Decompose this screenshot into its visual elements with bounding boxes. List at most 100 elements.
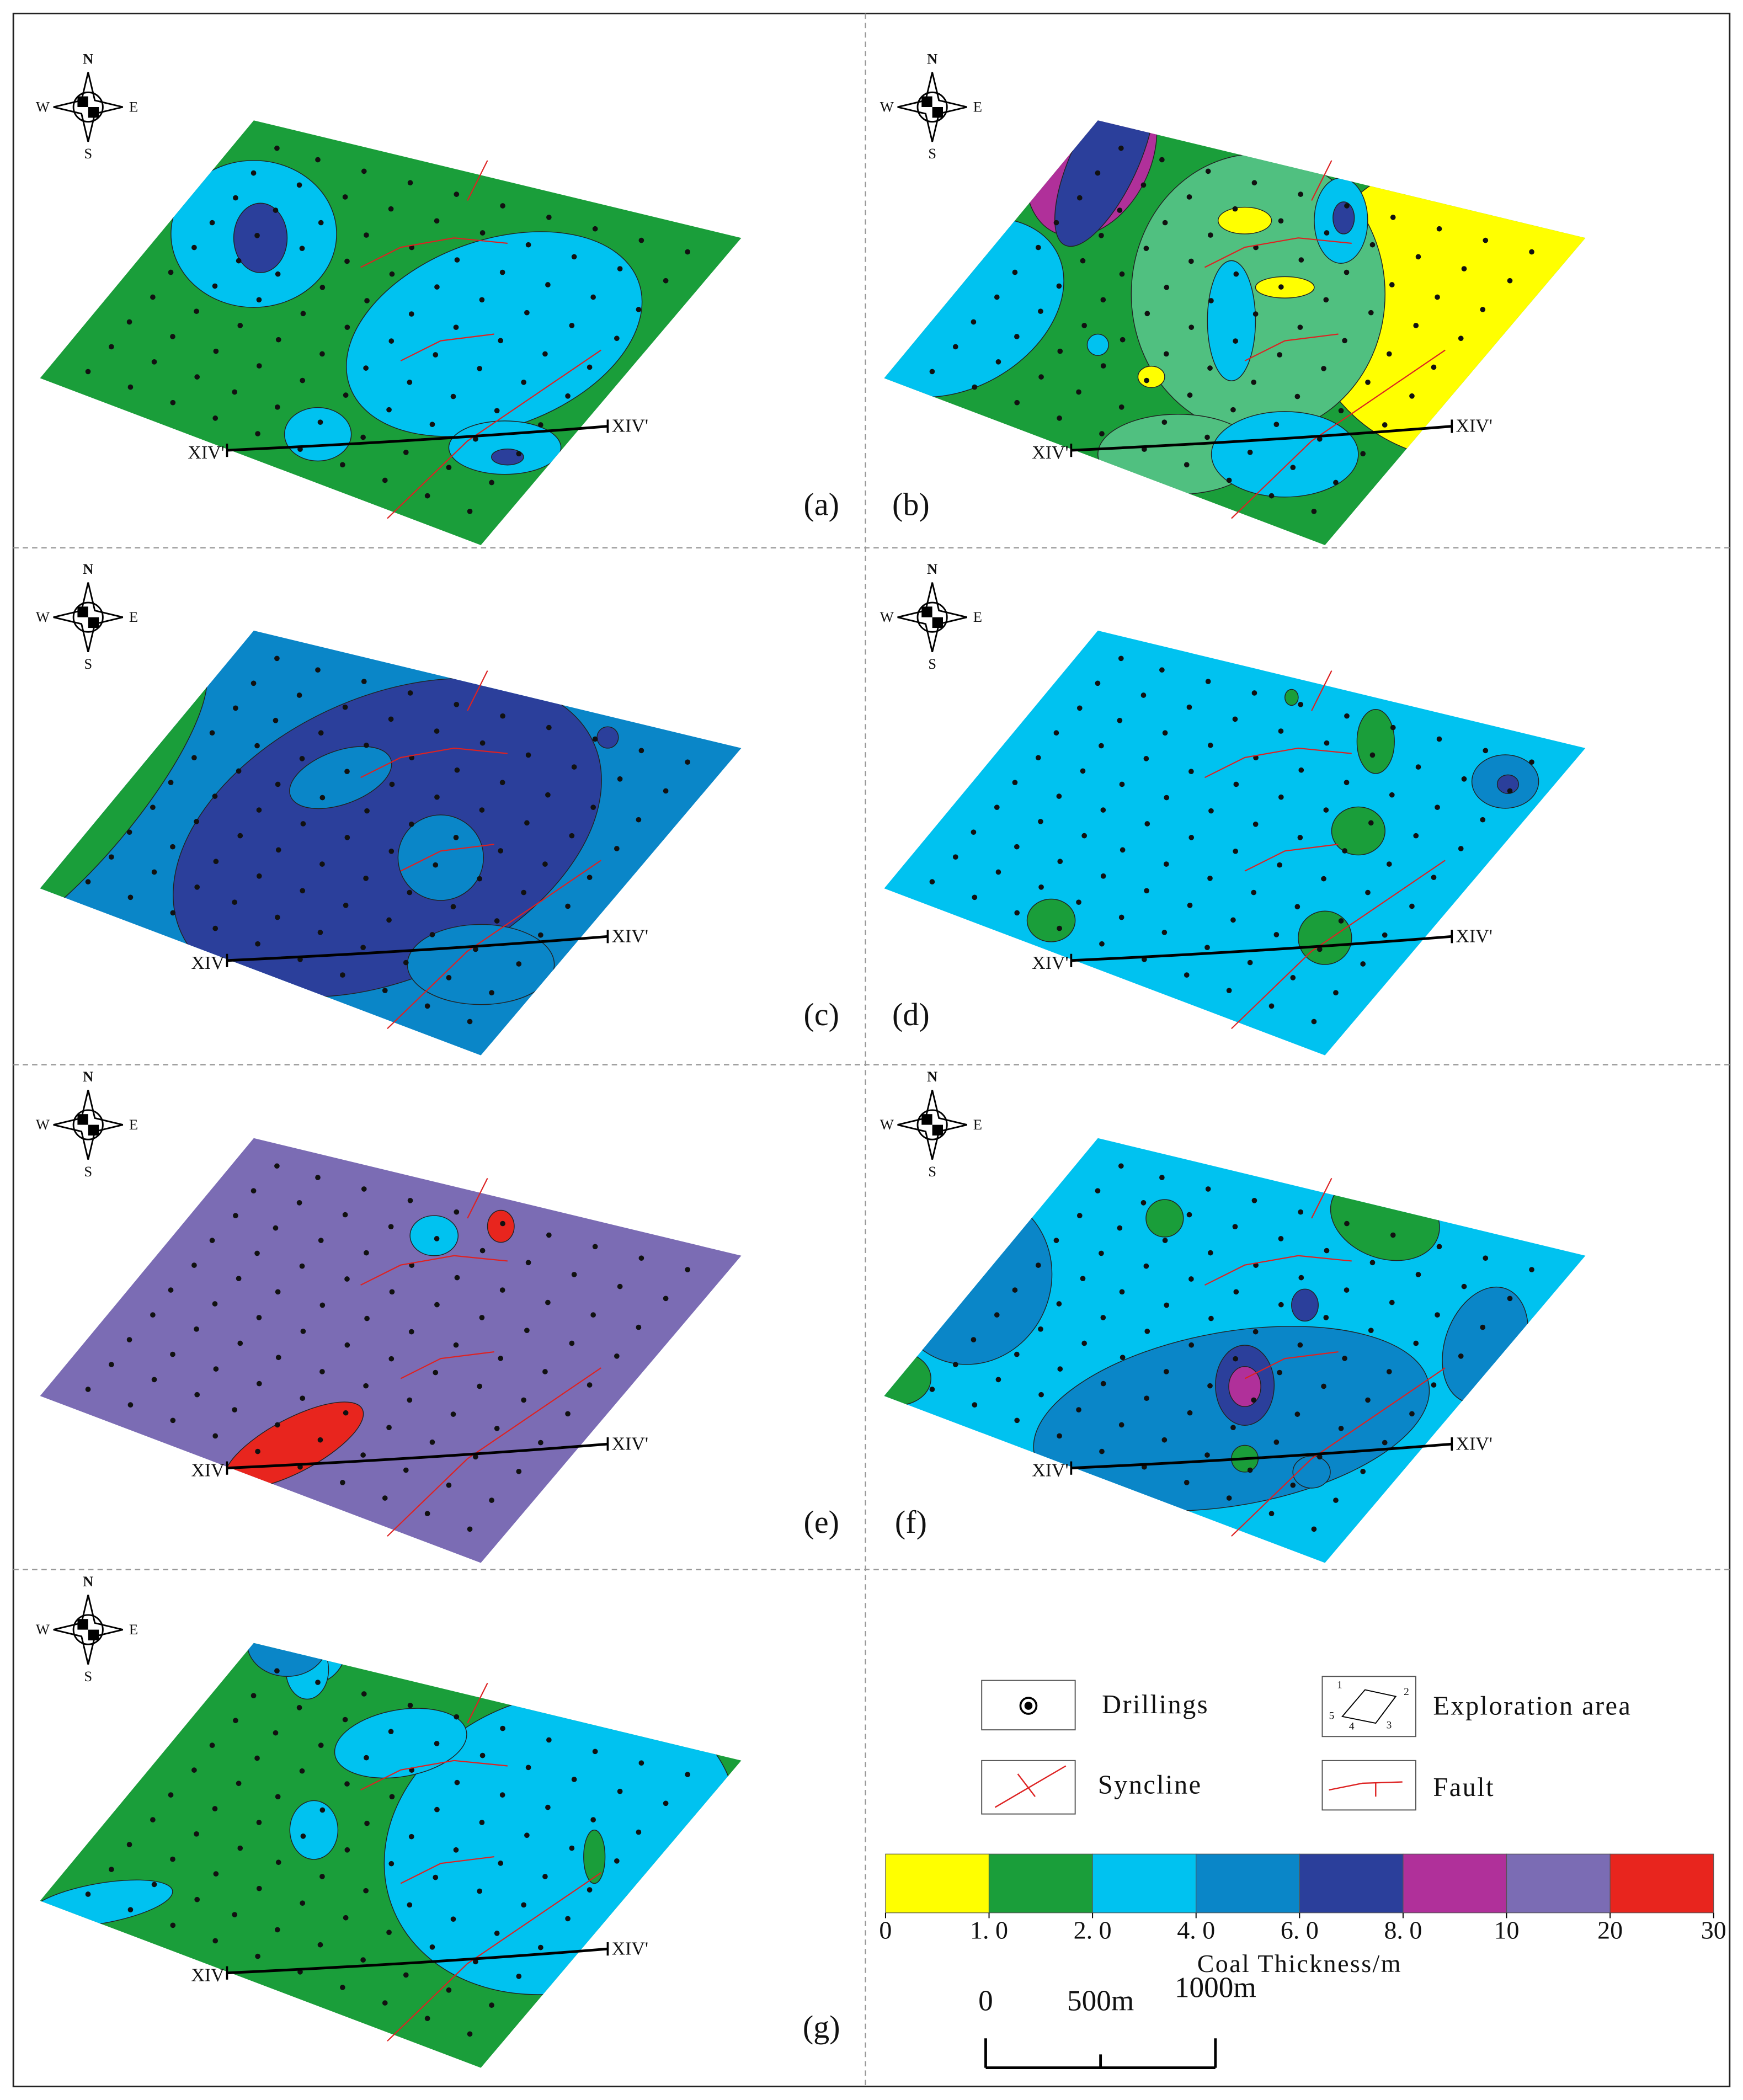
drilling [364,1820,370,1826]
drilling [1014,844,1020,850]
drilling [434,1302,440,1308]
drilling [1207,1383,1213,1389]
drilling [1278,794,1284,800]
drilling [232,1912,238,1917]
compass-s: S [928,655,936,672]
drilling [1100,1381,1106,1387]
drilling [1507,1296,1513,1302]
compass-n: N [927,1068,937,1085]
compass-e: E [973,609,982,625]
compass-ring [916,601,948,633]
drilling [236,1781,242,1787]
colorbar-class [1196,1853,1300,1914]
drilling [516,961,522,967]
drilling [1057,348,1063,354]
panel-label: (e) [803,1504,839,1540]
drilling [1298,1209,1304,1215]
drilling [407,1902,413,1908]
drilling [1480,817,1486,823]
drilling [1297,1342,1303,1348]
drilling [1382,1440,1388,1446]
drilling [342,1717,348,1723]
drilling [255,941,260,947]
compass-center [932,1124,944,1136]
drilling [454,257,460,263]
drilling [212,415,218,421]
drilling [1344,1220,1350,1227]
legend-fault [1329,1781,1403,1791]
section-line [227,1442,608,1470]
drilling [340,462,345,468]
drilling [1415,1272,1421,1277]
drilling [170,844,175,850]
drilling [1321,1383,1326,1389]
legend-label: Fault [1433,1773,1495,1802]
drilling [254,1250,260,1256]
drilling [194,1326,199,1332]
drilling [363,1383,369,1389]
drilling [538,1944,543,1950]
drilling [1076,899,1081,905]
drilling [275,1355,281,1361]
drilling [525,1260,531,1266]
map-panel: XIV XIV' N S W E (e) [36,1068,839,1563]
drilling [538,1440,543,1446]
drilling [361,1691,367,1697]
drilling [1207,232,1213,238]
drilling [538,932,543,938]
scale-tick-label: 1000m [1175,1971,1256,2003]
drilling [1252,821,1259,827]
drilling [1316,1454,1323,1460]
drilling [1208,298,1214,303]
colorbar-title: Coal Thickness/m [1197,1949,1402,1978]
drilling [1230,917,1236,923]
section-label: XIV' [612,1433,648,1454]
drilling [663,278,669,284]
drilling [952,344,958,350]
drilling [1119,1289,1125,1295]
drilling [1184,462,1190,468]
drilling [1342,848,1347,854]
drilling [1342,338,1347,344]
drilling [342,704,348,710]
drilling [1382,422,1388,428]
drilling [1118,1163,1124,1169]
drilling [1273,422,1280,428]
drilling [454,1209,460,1215]
drilling [433,862,439,868]
drilling [109,1867,114,1872]
drilling [685,759,691,765]
colorbar-class [1092,1853,1197,1914]
contour-region [1292,1456,1331,1489]
drilling [403,960,409,966]
drilling [1268,1003,1275,1009]
drilling [386,1930,392,1936]
panel-label: (a) [803,487,839,523]
drilling [571,1272,577,1277]
drilling [1038,374,1044,380]
drilling [1294,904,1300,910]
drilling [1187,392,1193,398]
fault [467,1177,488,1219]
drilling [388,1356,395,1362]
section-label: XIV' [1456,926,1493,946]
drilling [300,311,306,317]
drilling [1297,835,1303,840]
drilling [344,1342,350,1348]
drilling [407,1397,413,1403]
drilling [1297,324,1303,331]
contour-region [1284,689,1299,706]
drilling [1038,1326,1043,1332]
drilling [1344,780,1350,786]
drilling [929,879,935,884]
legend: Drillings Exploration area Syncline Fault 1 2… [879,1676,1726,2069]
compass-center [921,606,932,617]
compass-center [77,96,88,107]
drilling [1529,1267,1534,1272]
drilling [1278,1236,1284,1241]
drilling [318,1238,324,1243]
drilling [274,1668,280,1674]
drilling [1290,1482,1296,1488]
drilling [524,1832,530,1838]
drilling [1233,781,1239,787]
